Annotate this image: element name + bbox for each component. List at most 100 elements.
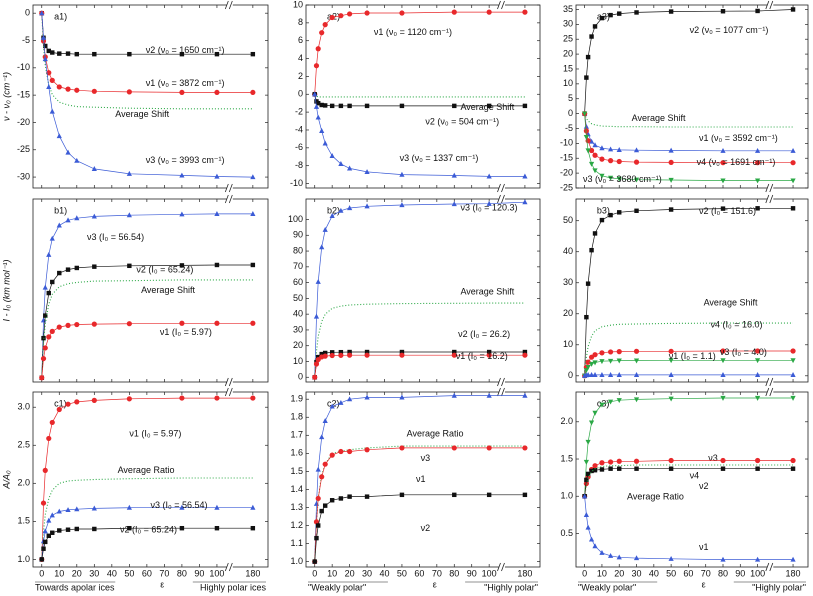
axis-break-gap <box>498 565 505 569</box>
marker <box>754 147 761 153</box>
marker <box>720 466 726 471</box>
marker <box>56 222 62 228</box>
marker <box>312 559 317 564</box>
y-tick-label: 1.5 <box>560 453 573 463</box>
x-tick-label: 0 <box>39 568 44 578</box>
marker <box>39 10 45 16</box>
x-tick-label: 50 <box>124 568 134 578</box>
y-tick-label: -5 <box>565 123 573 133</box>
series-label: Average Shift <box>632 113 686 123</box>
marker <box>589 468 594 474</box>
panel-frame <box>575 4 809 189</box>
marker <box>347 494 352 499</box>
x-note: Highly polar ices <box>200 582 267 592</box>
y-tick-label: 50 <box>563 215 573 225</box>
series-label: Average Shift <box>704 298 758 308</box>
marker <box>599 173 605 179</box>
marker <box>250 262 256 268</box>
marker <box>607 358 614 364</box>
y-tick-label: 2 <box>298 71 303 81</box>
marker <box>592 152 598 158</box>
marker <box>399 10 405 16</box>
x-note: "Weakly polar" <box>308 582 366 592</box>
x-note: "Weakly polar" <box>578 582 636 592</box>
marker <box>522 352 528 358</box>
marker <box>364 203 370 209</box>
marker <box>633 159 640 165</box>
panel-title: c2) <box>327 398 340 408</box>
marker <box>56 324 62 330</box>
x-note: Towards apolar ices <box>35 582 115 592</box>
axis-break-mark <box>765 387 770 397</box>
marker <box>322 103 328 108</box>
marker <box>607 552 614 558</box>
marker <box>592 463 598 469</box>
y-tick-label: -10 <box>17 62 30 72</box>
marker <box>49 419 55 426</box>
series-label: Average Shift <box>141 285 195 295</box>
axis-break-gap <box>767 197 774 201</box>
series-label: ν1 (I₀ = 1.1) <box>669 351 716 361</box>
marker <box>313 361 320 367</box>
series-label: ν2 (I₀ = 26.2) <box>458 329 510 339</box>
marker <box>322 22 328 28</box>
series-label: ν4 (I₀ = 16.0) <box>711 320 763 330</box>
x-tick-label: 10 <box>54 568 64 578</box>
marker <box>65 86 71 92</box>
marker <box>522 9 528 15</box>
x-tick-label: 60 <box>683 568 693 578</box>
marker <box>329 403 335 409</box>
y-tick-label: -15 <box>560 153 573 163</box>
marker <box>329 352 335 359</box>
marker <box>585 148 591 154</box>
marker <box>790 178 796 184</box>
panel-frame <box>305 198 541 383</box>
marker <box>56 406 62 413</box>
y-tick-label: 3.0 <box>17 402 30 412</box>
marker <box>74 157 80 163</box>
y-tick-label: 60 <box>293 277 303 287</box>
marker <box>347 103 352 109</box>
marker <box>214 211 220 216</box>
marker <box>322 418 328 423</box>
marker <box>214 395 220 401</box>
axis-break-mark <box>497 562 501 572</box>
series-label: ν2 (I₀ = 65.24) <box>136 265 193 275</box>
y-tick-label: 25 <box>563 34 573 44</box>
marker <box>46 48 51 54</box>
x-note: "Highly polar" <box>752 582 806 592</box>
marker <box>607 175 614 181</box>
x-tick-label: 100 <box>750 568 765 578</box>
y-tick-label: 1.7 <box>290 430 303 440</box>
marker <box>607 399 614 405</box>
x-tick-label: 90 <box>467 568 477 578</box>
axis-break-mark <box>501 377 505 387</box>
y-tick-label: 1.0 <box>560 491 573 501</box>
series-label: ν1 (ν₀ = 1120 cm⁻¹) <box>374 27 452 37</box>
marker <box>46 84 52 90</box>
marker <box>592 410 598 416</box>
marker <box>312 91 318 97</box>
y-tick-label: 10 <box>563 78 573 88</box>
x-tick-label: 70 <box>432 568 442 578</box>
marker <box>322 350 328 356</box>
y-tick-label: 30 <box>293 324 303 334</box>
axis-break-mark <box>501 387 505 397</box>
series-label: ν1 (ν₀ = 3872 cm⁻¹) <box>146 78 225 88</box>
marker <box>56 84 62 90</box>
axis-break-gap <box>498 390 505 394</box>
marker <box>668 348 674 354</box>
x-tick-label: 70 <box>701 568 711 578</box>
marker <box>91 505 97 511</box>
series-label: Average Shift <box>115 109 169 119</box>
x-note: "Highly polar" <box>484 582 538 592</box>
marker <box>250 525 256 531</box>
average-line <box>584 113 793 128</box>
marker <box>74 506 80 512</box>
average-line <box>584 322 793 376</box>
marker <box>91 321 97 327</box>
marker <box>634 466 639 471</box>
marker <box>50 530 55 535</box>
x-tick-label: 30 <box>89 568 99 578</box>
axis-break-mark <box>497 183 501 193</box>
